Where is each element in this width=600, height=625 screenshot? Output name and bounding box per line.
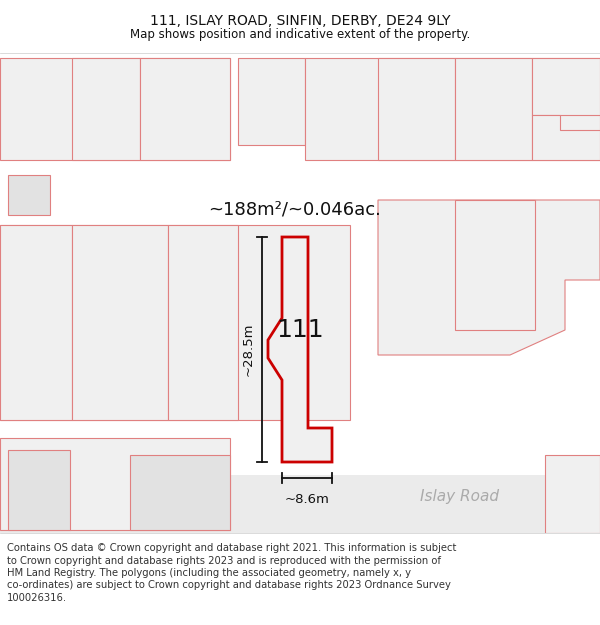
Bar <box>238 58 305 145</box>
Text: ~8.6m: ~8.6m <box>284 493 329 506</box>
Bar <box>0 225 350 420</box>
Text: 111: 111 <box>276 318 324 342</box>
Text: 111, ISLAY ROAD, SINFIN, DERBY, DE24 9LY: 111, ISLAY ROAD, SINFIN, DERBY, DE24 9LY <box>150 14 450 28</box>
Text: co-ordinates) are subject to Crown copyright and database rights 2023 Ordnance S: co-ordinates) are subject to Crown copyr… <box>7 581 451 591</box>
Bar <box>72 225 168 420</box>
Bar <box>72 58 140 160</box>
Bar <box>532 58 600 115</box>
Polygon shape <box>268 237 332 462</box>
Bar <box>8 175 50 215</box>
Bar <box>8 450 70 530</box>
Bar <box>455 200 535 330</box>
Text: Islay Road: Islay Road <box>421 489 499 504</box>
Bar <box>305 58 600 160</box>
Bar <box>455 58 532 160</box>
Bar <box>0 475 600 533</box>
Bar <box>545 455 600 533</box>
Bar <box>0 225 72 420</box>
Polygon shape <box>378 200 600 355</box>
Text: Map shows position and indicative extent of the property.: Map shows position and indicative extent… <box>130 28 470 41</box>
Bar <box>0 438 230 530</box>
Text: 100026316.: 100026316. <box>7 593 67 603</box>
Text: ~28.5m: ~28.5m <box>241 322 254 376</box>
Bar <box>130 455 230 530</box>
Polygon shape <box>532 115 600 160</box>
Text: Contains OS data © Crown copyright and database right 2021. This information is : Contains OS data © Crown copyright and d… <box>7 543 457 553</box>
Text: HM Land Registry. The polygons (including the associated geometry, namely x, y: HM Land Registry. The polygons (includin… <box>7 568 411 578</box>
Bar <box>378 58 455 160</box>
Bar <box>168 225 238 420</box>
Bar <box>0 58 230 160</box>
Text: to Crown copyright and database rights 2023 and is reproduced with the permissio: to Crown copyright and database rights 2… <box>7 556 441 566</box>
Text: ~188m²/~0.046ac.: ~188m²/~0.046ac. <box>209 201 382 219</box>
Bar <box>140 58 230 160</box>
